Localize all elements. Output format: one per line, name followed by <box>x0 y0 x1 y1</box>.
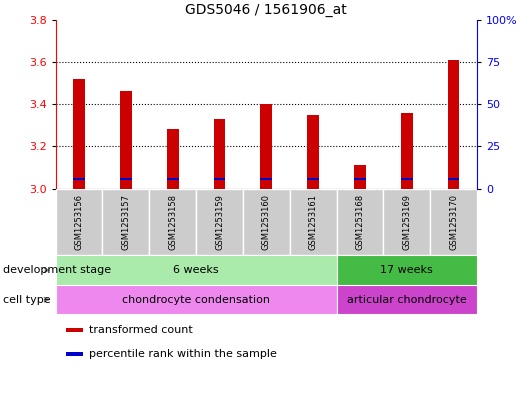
Bar <box>307 178 319 180</box>
Text: GSM1253157: GSM1253157 <box>121 194 130 250</box>
Bar <box>354 178 366 180</box>
Text: development stage: development stage <box>3 265 111 275</box>
Bar <box>337 285 477 314</box>
Text: 17 weeks: 17 weeks <box>381 265 433 275</box>
Bar <box>102 189 149 255</box>
Text: GSM1253160: GSM1253160 <box>262 194 271 250</box>
Bar <box>214 178 225 180</box>
Bar <box>56 285 337 314</box>
Text: cell type: cell type <box>3 295 50 305</box>
Bar <box>448 60 460 189</box>
Bar <box>214 119 225 189</box>
Bar <box>337 189 383 255</box>
Text: GSM1253158: GSM1253158 <box>168 194 177 250</box>
Text: GSM1253170: GSM1253170 <box>449 194 458 250</box>
Bar <box>66 328 83 332</box>
Text: GSM1253161: GSM1253161 <box>308 194 317 250</box>
Bar <box>260 178 272 180</box>
Bar <box>337 255 477 285</box>
Bar <box>120 92 132 189</box>
Bar <box>354 165 366 189</box>
Bar <box>383 189 430 255</box>
Bar <box>448 178 460 180</box>
Text: articular chondrocyte: articular chondrocyte <box>347 295 466 305</box>
Bar <box>167 178 179 180</box>
Text: transformed count: transformed count <box>89 325 192 335</box>
Bar <box>149 189 196 255</box>
Bar <box>196 189 243 255</box>
Bar <box>260 104 272 189</box>
Bar <box>167 130 179 189</box>
Text: GSM1253159: GSM1253159 <box>215 194 224 250</box>
Bar <box>243 189 290 255</box>
Bar <box>120 178 132 180</box>
Text: percentile rank within the sample: percentile rank within the sample <box>89 349 277 359</box>
Bar <box>73 178 85 180</box>
Text: 6 weeks: 6 weeks <box>173 265 219 275</box>
Text: GSM1253168: GSM1253168 <box>356 194 365 250</box>
Title: GDS5046 / 1561906_at: GDS5046 / 1561906_at <box>186 3 347 17</box>
Bar <box>290 189 337 255</box>
Text: GSM1253156: GSM1253156 <box>75 194 84 250</box>
Bar <box>66 352 83 356</box>
Bar <box>56 189 102 255</box>
Text: GSM1253169: GSM1253169 <box>402 194 411 250</box>
Text: chondrocyte condensation: chondrocyte condensation <box>122 295 270 305</box>
Bar <box>73 79 85 189</box>
Bar <box>56 255 337 285</box>
Bar <box>430 189 477 255</box>
Bar <box>307 115 319 189</box>
Bar <box>401 113 413 189</box>
Bar <box>401 178 413 180</box>
